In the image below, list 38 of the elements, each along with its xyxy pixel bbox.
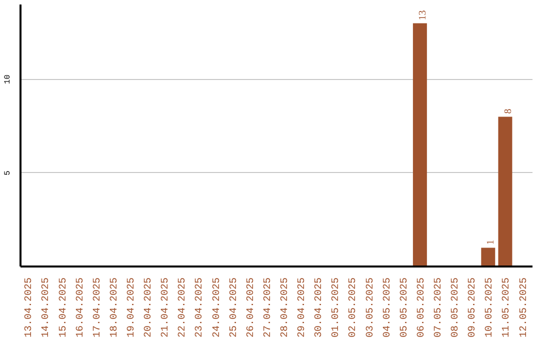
bar bbox=[412, 23, 427, 266]
y-tick-label: 5 bbox=[4, 170, 12, 176]
x-tick-label: 01.05.2025 bbox=[331, 277, 342, 338]
x-tick-label: 20.04.2025 bbox=[144, 277, 155, 338]
x-tick-label: 03.05.2025 bbox=[365, 277, 376, 338]
x-tick-label: 16.04.2025 bbox=[75, 277, 86, 338]
x-tick-label: 05.05.2025 bbox=[399, 277, 410, 338]
x-tick-label: 27.04.2025 bbox=[262, 277, 274, 338]
data-label: 1 bbox=[486, 240, 497, 245]
x-tick-label: 12.05.2025 bbox=[518, 277, 530, 338]
x-tick-label: 23.04.2025 bbox=[194, 277, 206, 338]
x-tick-label: 24.04.2025 bbox=[212, 277, 223, 338]
x-tick-label: 29.04.2025 bbox=[297, 277, 308, 338]
x-tick-label: 04.05.2025 bbox=[382, 277, 394, 338]
x-tick-label: 15.04.2025 bbox=[58, 277, 70, 338]
x-tick-label: 22.04.2025 bbox=[178, 277, 189, 338]
x-tick-label: 18.04.2025 bbox=[109, 277, 120, 338]
x-tick-label: 30.04.2025 bbox=[314, 277, 326, 338]
x-tick-label: 10.05.2025 bbox=[484, 277, 496, 338]
x-tick-label: 21.04.2025 bbox=[160, 277, 172, 338]
x-tick-label: 09.05.2025 bbox=[468, 277, 479, 338]
y-tick-label: 10 bbox=[4, 74, 12, 84]
data-label: 8 bbox=[502, 108, 514, 114]
x-tick-label: 06.05.2025 bbox=[416, 277, 428, 338]
x-tick-label: 13.04.2025 bbox=[24, 277, 36, 338]
x-tick-label: 08.05.2025 bbox=[450, 277, 462, 338]
x-tick-label: 25.04.2025 bbox=[228, 277, 240, 338]
x-tick-label: 11.05.2025 bbox=[502, 277, 513, 338]
x-tick-label: 14.04.2025 bbox=[41, 277, 52, 338]
x-tick-label: 17.04.2025 bbox=[92, 277, 104, 338]
x-tick-label: 02.05.2025 bbox=[348, 277, 360, 338]
x-tick-label: 07.05.2025 bbox=[433, 277, 444, 338]
bar bbox=[481, 248, 496, 266]
x-tick-label: 26.04.2025 bbox=[246, 277, 257, 338]
data-label: 13 bbox=[417, 10, 428, 20]
x-tick-label: 19.04.2025 bbox=[126, 277, 138, 338]
bar bbox=[498, 116, 512, 266]
x-tick-label: 28.04.2025 bbox=[280, 277, 291, 338]
